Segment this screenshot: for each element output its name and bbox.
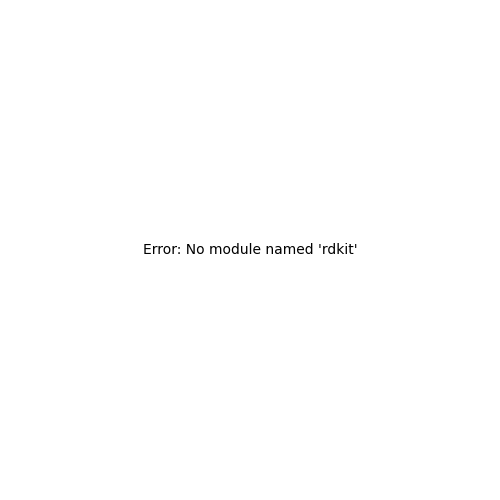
Text: Error: No module named 'rdkit': Error: No module named 'rdkit' bbox=[142, 243, 358, 257]
